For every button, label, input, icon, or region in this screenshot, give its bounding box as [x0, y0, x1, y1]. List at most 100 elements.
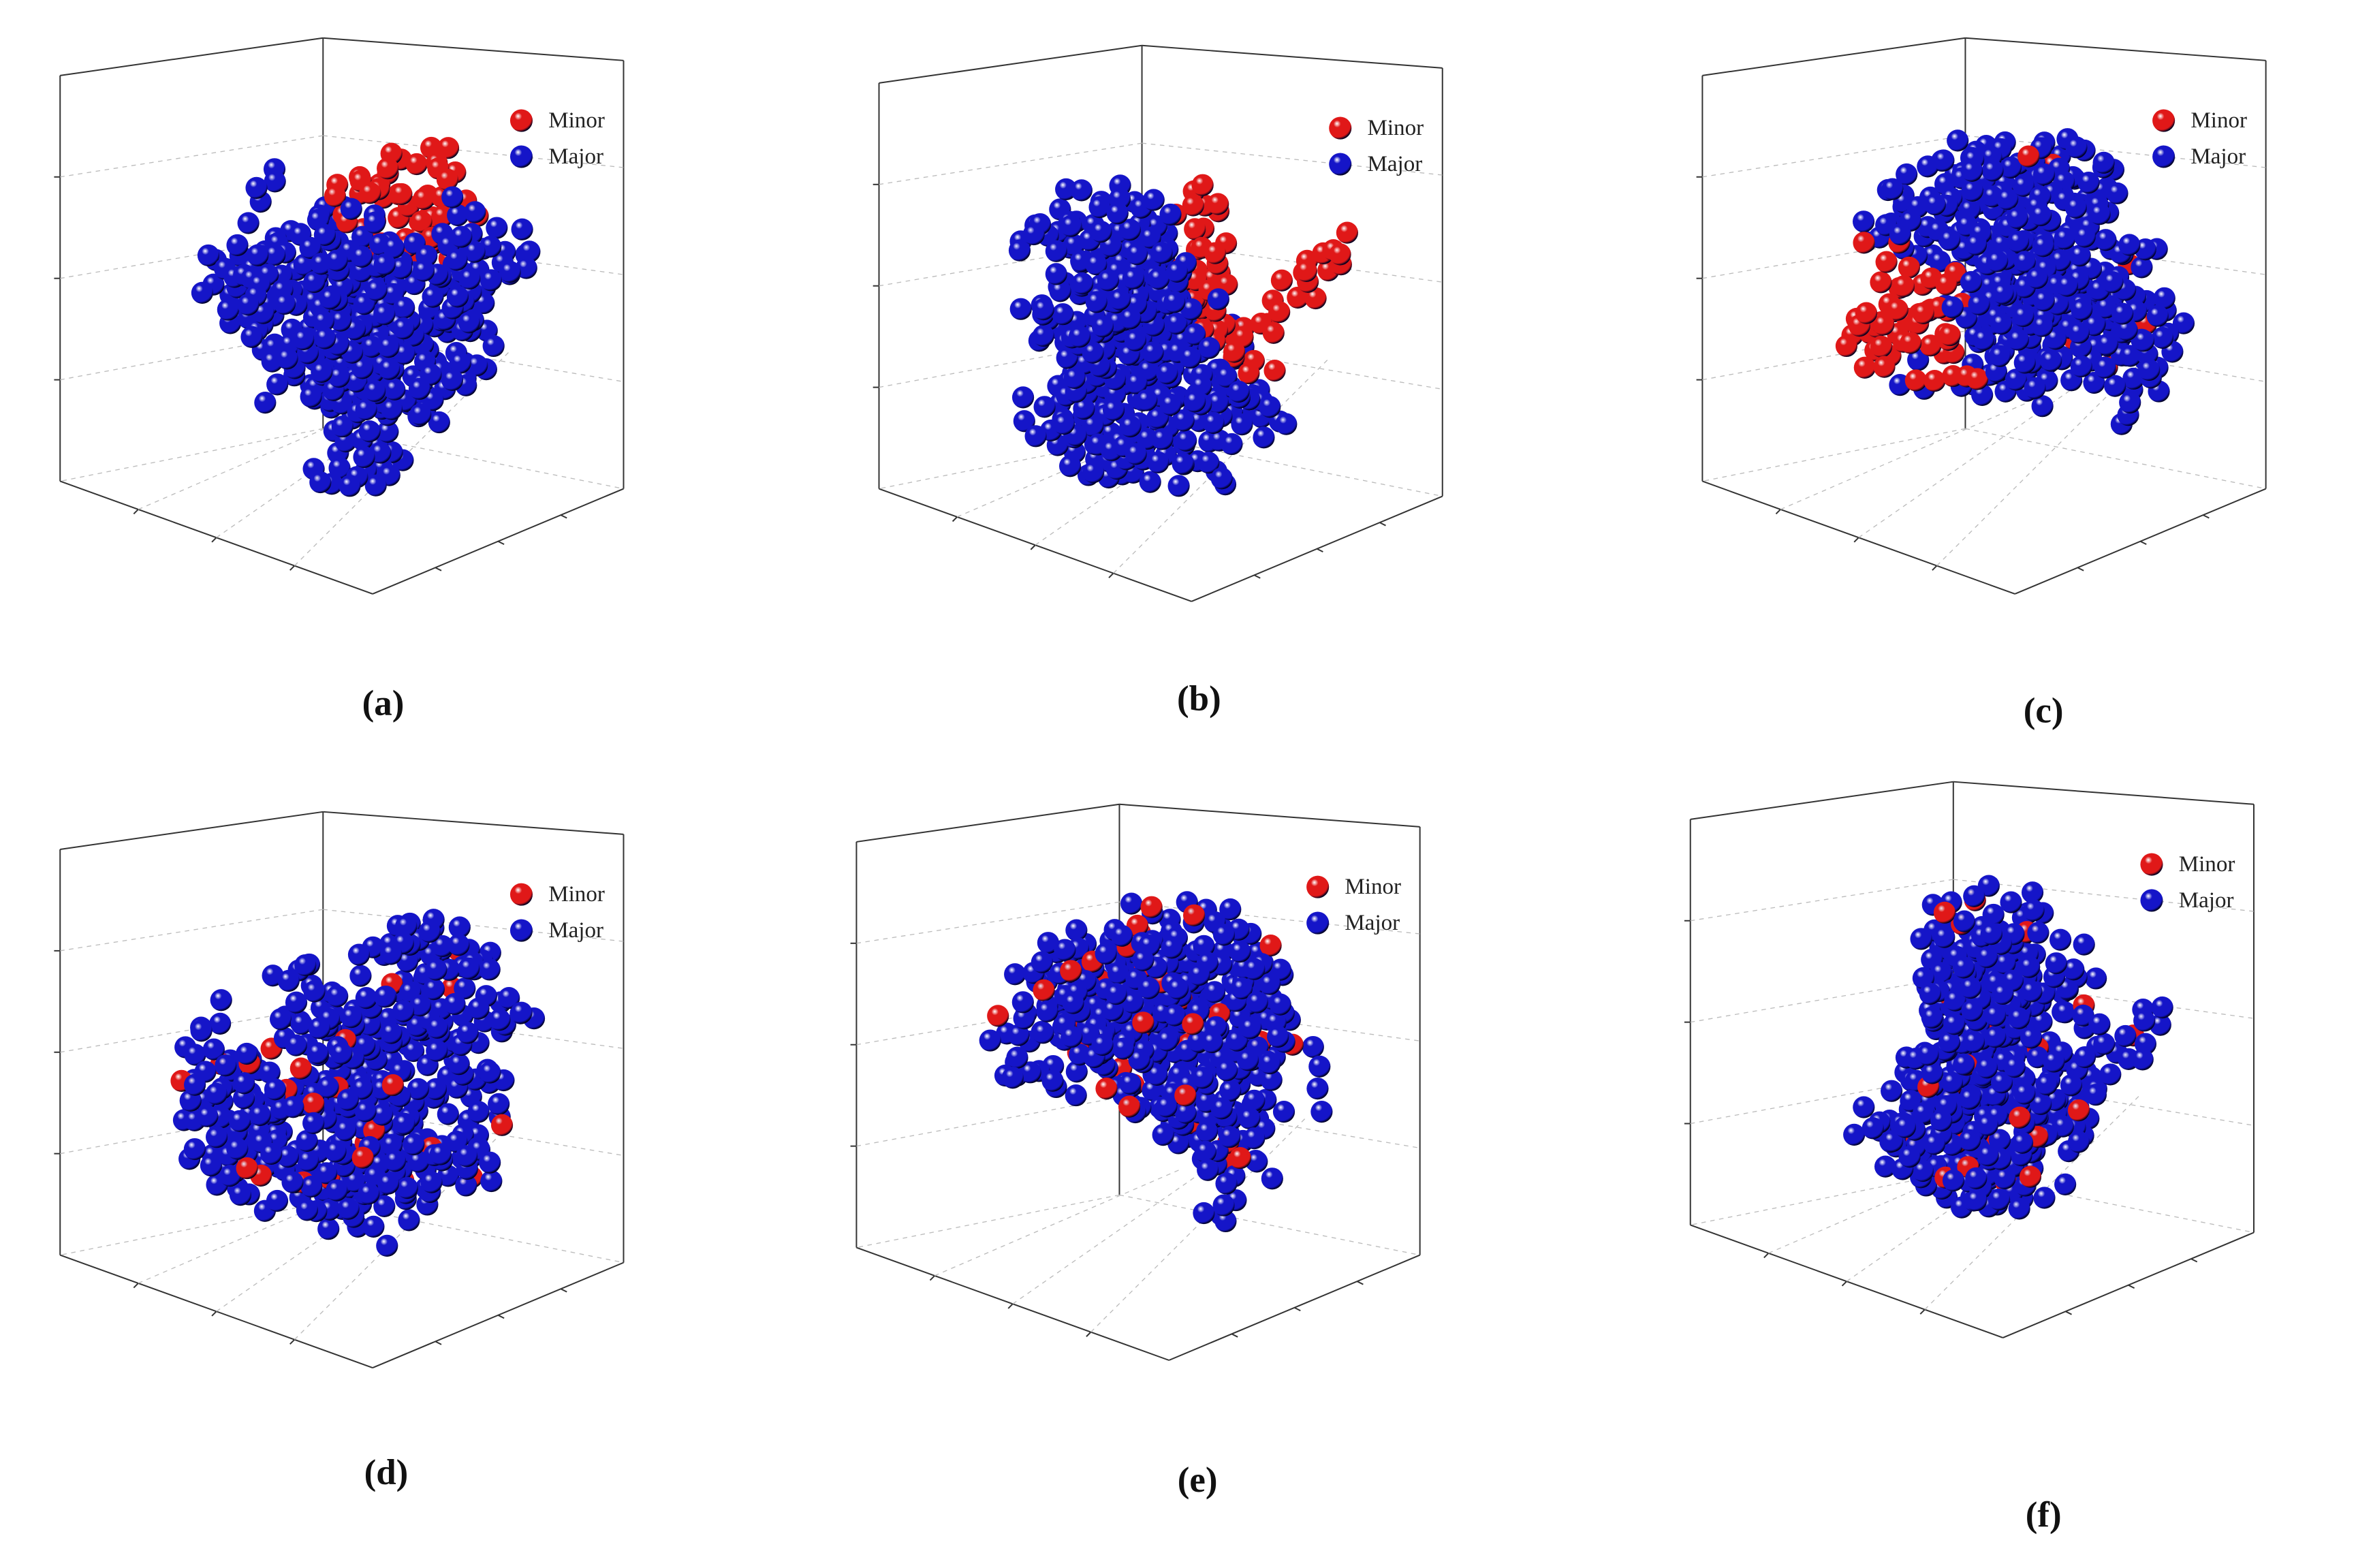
grid-line [323, 1202, 624, 1264]
major-particle [1933, 926, 1956, 948]
minor-particle [1872, 313, 1895, 336]
major-particle [349, 965, 372, 987]
major-particle [1913, 1102, 1935, 1125]
major-particle [426, 1016, 449, 1039]
grid-line [60, 428, 324, 482]
legend-marker [2152, 109, 2176, 132]
legend-label: Minor [548, 108, 605, 133]
legend-label: Major [2179, 888, 2234, 913]
major-particle [518, 240, 541, 263]
major-particle [382, 236, 405, 259]
legend-marker [2140, 853, 2163, 876]
major-particle [486, 217, 508, 239]
major-particle [308, 1017, 330, 1039]
major-particle [458, 957, 480, 979]
major-particle [443, 992, 466, 1016]
major-particle [1990, 1071, 2013, 1094]
major-particle [480, 1170, 503, 1193]
minor-particle [381, 1073, 404, 1097]
major-particle [264, 170, 286, 193]
major-particle [1236, 1049, 1259, 1071]
panel-caption: (a) [362, 684, 405, 723]
minor-particle [1875, 251, 1898, 273]
major-particle [303, 270, 326, 294]
major-particle [1210, 1097, 1233, 1120]
major-particle [1246, 991, 1268, 1014]
major-particle [1198, 336, 1221, 359]
major-particle [2013, 1082, 2036, 1105]
legend-label: Minor [2179, 852, 2235, 877]
major-particle [396, 1176, 418, 1199]
major-particle [2146, 304, 2169, 327]
major-particle [478, 958, 501, 981]
major-particle [236, 1042, 258, 1065]
minor-particle [987, 1005, 1009, 1027]
tick-mark [2190, 1258, 2198, 1263]
major-particle [247, 244, 269, 266]
major-particle [445, 249, 468, 271]
major-particle [1045, 240, 1067, 262]
major-particle [426, 1039, 448, 1062]
major-particle [1942, 1170, 1965, 1192]
major-particle [479, 1061, 501, 1084]
major-particle [1006, 1046, 1028, 1069]
axis-edge [1690, 781, 1953, 820]
major-particle [336, 1088, 360, 1111]
major-particle [488, 1093, 510, 1115]
tick-mark [1294, 1306, 1301, 1312]
axis-edge [1119, 803, 1420, 828]
minor-particle [1140, 896, 1163, 918]
major-particle [1928, 250, 1951, 272]
major-particle [1125, 372, 1148, 394]
major-particle [2040, 349, 2062, 372]
tick-mark [2203, 514, 2210, 519]
major-particle [1874, 1155, 1897, 1178]
tick-mark [133, 509, 139, 515]
major-particle [373, 303, 396, 326]
grid-line [1953, 976, 2255, 1019]
major-particle [314, 327, 336, 349]
tick-mark [1379, 522, 1386, 527]
grid-line [1119, 999, 1420, 1041]
major-particle [296, 1129, 318, 1153]
minor-particle [1935, 273, 1958, 296]
major-particle [1207, 288, 1229, 311]
major-particle [1216, 1059, 1238, 1082]
major-particle [456, 1022, 479, 1044]
minor-particle [1873, 356, 1896, 378]
major-particle [2172, 312, 2195, 334]
major-particle [1019, 1061, 1041, 1084]
major-particle [1125, 443, 1147, 465]
major-particle [326, 1179, 348, 1202]
major-particle [1308, 1055, 1331, 1078]
major-particle [2020, 980, 2043, 1003]
panel-caption: (f) [2026, 1495, 2062, 1535]
major-particle [1073, 397, 1095, 420]
major-particle [1152, 1123, 1174, 1146]
major-particle [1994, 952, 2016, 975]
major-particle [1938, 1031, 1961, 1054]
major-particle [1963, 885, 1985, 907]
tick-mark [1919, 1308, 1926, 1315]
major-particle [1881, 178, 1904, 200]
major-particle [1988, 1188, 2011, 1211]
major-particle [1146, 1063, 1168, 1086]
major-particle [1124, 329, 1146, 351]
major-particle [237, 212, 260, 234]
major-particle [1109, 288, 1131, 311]
major-particle [260, 1142, 283, 1165]
tick-mark [952, 516, 958, 522]
major-particle [1105, 983, 1127, 1005]
legend-marker [1329, 153, 1352, 176]
grid-line [323, 1006, 624, 1049]
major-particle [1179, 346, 1201, 369]
minor-particle [1207, 193, 1229, 215]
major-particle [1070, 179, 1093, 202]
major-particle [2012, 174, 2035, 197]
major-particle [1881, 1130, 1904, 1153]
legend-label: Minor [548, 882, 605, 907]
major-particle [2024, 377, 2046, 399]
major-particle [448, 916, 471, 939]
minor-particle [1966, 368, 1989, 390]
major-particle [2151, 996, 2173, 1019]
